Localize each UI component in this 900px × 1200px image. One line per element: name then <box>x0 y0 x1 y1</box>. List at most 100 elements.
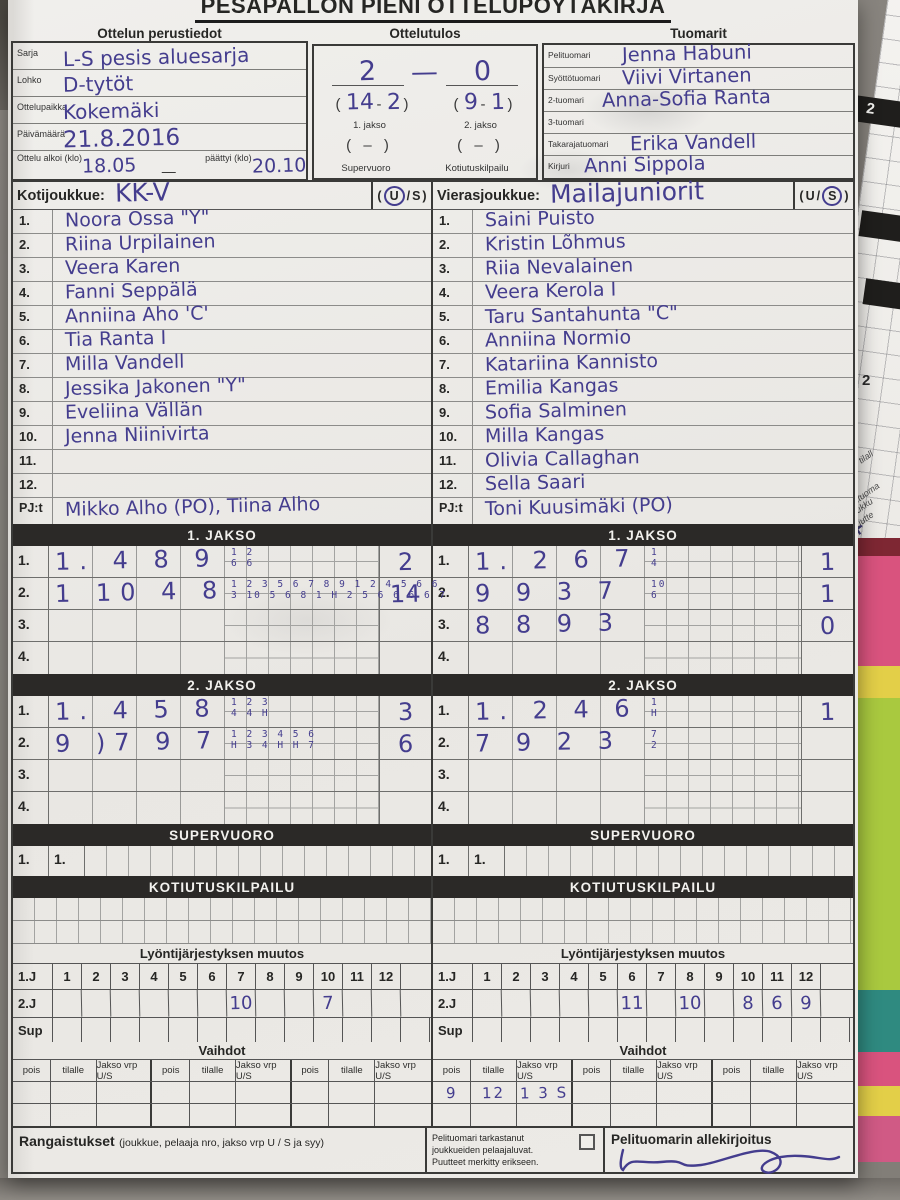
umpire-row: 2-tuomari Anna-Sofia Ranta <box>544 85 853 112</box>
player-row: 10. Jenna Niinivirta <box>13 422 431 450</box>
result-section: Ottelutulos 2 — 0 (14-2) (9-1) 1. jakso … <box>312 26 538 180</box>
substitutions-row <box>433 1104 853 1126</box>
handwritten-paattyi: 20.10 <box>251 154 307 178</box>
handwritten-score-sequence: 1. 2 4 6 <box>474 694 639 726</box>
handwritten-player-name: Jenna Niinivirta <box>64 422 210 448</box>
umpire-row: Kirjuri Anni Sippola <box>548 151 706 178</box>
handwritten-alkoi: 18.05 <box>81 154 137 178</box>
kotiutuskilpailu-bar: KOTIUTUSKILPAILU <box>13 876 431 898</box>
umpire-row: 3-tuomari <box>544 112 853 134</box>
home-batting-change-table: Lyöntijärjestyksen muutos 1.J 1 2 3 4 5 6 7 8 9 10… <box>11 944 433 1042</box>
field-sarja: Sarja L-S pesis aluesarja <box>13 43 306 71</box>
score-row: 4. <box>433 642 853 674</box>
umpire-row: Syöttötuomari Viivi Virtanen <box>544 63 853 90</box>
background-table-surface <box>0 1178 900 1200</box>
jakso1-bar: 1. JAKSO <box>13 524 431 546</box>
substitutions-row <box>13 1082 431 1104</box>
player-row: 2. Riina Urpilainen <box>13 230 431 258</box>
player-row: 11. Olivia Callaghan <box>433 446 853 474</box>
away-batting-change-table: Lyöntijärjestyksen muutos 1.J 1 2 3 4 5 6 7 8 9 10… <box>433 944 855 1042</box>
super-empty-score: ( – ) <box>346 137 393 154</box>
substitutions-title: Vaihdot <box>433 1042 853 1060</box>
player-row: 6. Anniina Normio <box>433 326 853 354</box>
batting-change-header: 1.J 1 2 3 4 5 6 7 8 9 10 11 12 <box>13 964 431 990</box>
player-row: 7. Milla Vandell <box>13 350 431 378</box>
jakso2-bar: 2. JAKSO <box>433 674 853 696</box>
handwritten-player-name: Olivia Callaghan <box>484 446 640 472</box>
handwritten-run-total: 0 <box>819 611 836 640</box>
handwritten-player-name: Sella Saari <box>484 470 586 496</box>
away-supervuoro-section: SUPERVUORO 1. 1. <box>433 824 855 876</box>
handwritten-player-name: Veera Karen <box>64 254 181 280</box>
p2-home: 9 <box>463 89 478 116</box>
handwritten-score-sequence: 1. 4 5 8 <box>54 694 219 726</box>
final-score: 2 — 0 <box>314 46 536 89</box>
handwritten-player-name: Milla Vandell <box>64 350 185 376</box>
umpires-heading: Tuomarit <box>670 26 727 41</box>
umpire-row: Pelituomari Jenna Habuni <box>544 41 853 68</box>
player-row: 8. Jessika Jakonen "Y" <box>13 374 431 402</box>
score-row: 4. <box>13 792 431 824</box>
handwritten-player-name: Noora Ossa "Y" <box>64 206 210 232</box>
player-row: 3. Riia Nevalainen <box>433 254 853 282</box>
player-row: 9. Eveliina Vällän <box>13 398 431 426</box>
substitutions-row: 9 12 1 3 S <box>433 1082 853 1104</box>
handwritten-player-name: Saini Puisto <box>484 206 596 232</box>
away-team-header: Vierasjoukkue: Mailajuniorit (U / S) <box>433 176 855 210</box>
score-row: 4. <box>433 792 853 824</box>
field-paivamaara: Päivämäärä 21.8.2016 <box>13 124 306 153</box>
handwritten-coach-names: Toni Kuusimäki (PO) <box>484 493 674 521</box>
umpires-section: Tuomarit Pelituomari Jenna Habuni Syöttöt… <box>542 26 855 180</box>
jakso1-bar: 1. JAKSO <box>433 524 853 546</box>
roster-checked-box: Pelituomari tarkastanut joukkueiden pela… <box>427 1128 605 1172</box>
handwritten-score-sequence: 9 )7 9 7 <box>54 726 221 758</box>
period-scores: (14-2) (9-1) <box>335 89 515 116</box>
p2-label: 2. jakso <box>464 120 497 131</box>
away-player-list: 1. Saini Puisto 2. Kristin Lõhmus 3. Riia N… <box>433 206 855 524</box>
score-row: 3. <box>433 760 853 792</box>
form-title: PESÄPALLON PIENI OTTELUPÖYTÄKIRJA <box>8 0 858 26</box>
score-row: 3. <box>13 610 431 642</box>
away-coaches-row: PJ:t Toni Kuusimäki (PO) <box>433 494 853 524</box>
umpire-signature <box>619 1148 841 1174</box>
handwritten-run-total: 6 <box>397 729 414 758</box>
batting-change-row-sup: Sup <box>433 1018 853 1042</box>
handwritten-run-total: 2 <box>397 547 414 576</box>
handwritten-player-name: Riina Urpilainen <box>64 230 216 256</box>
kotiutuskilpailu-bar: KOTIUTUSKILPAILU <box>433 876 853 898</box>
handwritten-player-name: Anniina Normio <box>484 326 632 352</box>
handwritten-player-name: Jessika Jakonen "Y" <box>64 373 247 401</box>
supervuoro-bar: SUPERVUORO <box>433 824 853 846</box>
player-row: 9. Sofia Salminen <box>433 398 853 426</box>
handwritten-player-name: Eveliina Vällän <box>64 398 204 424</box>
player-row: 5. Anniina Aho 'C' <box>13 302 431 330</box>
player-row: 2. Kristin Lõhmus <box>433 230 853 258</box>
handwritten-sub-in: 12 <box>481 1083 506 1102</box>
handwritten-lohko: D-tytöt <box>62 71 134 97</box>
player-row: 4. Veera Kerola I <box>433 278 853 306</box>
field-lohko: Lohko D-tytöt <box>13 70 306 97</box>
home-supervuoro-section: SUPERVUORO 1. 1. <box>11 824 433 876</box>
final-dash: — <box>411 56 439 89</box>
player-row: 7. Katariina Kannisto <box>433 350 853 378</box>
handwritten-coach-names: Mikko Alho (PO), Tiina Alho <box>64 493 321 521</box>
batting-change-row-2j: 2.J 11 10 8 6 9 <box>433 989 853 1018</box>
batting-change-header: 1.J 1 2 3 4 5 6 7 8 9 10 11 12 <box>433 964 853 990</box>
handwritten-player-name: Emilia Kangas <box>484 374 619 400</box>
handwritten-run-total: 1 <box>819 547 836 576</box>
handwritten-score-sequence: 8 8 9 3 <box>474 608 623 640</box>
score-row: 3. <box>13 760 431 792</box>
field-ottelupaikka: Ottelupaikka Kokemäki <box>13 97 306 124</box>
final-home-score: 2 <box>358 55 377 88</box>
handwritten-umpire-name: Anna-Sofia Ranta <box>601 84 772 112</box>
handwritten-score-sequence: 1. 2 6 7 <box>474 544 639 576</box>
away-kotiutuskilpailu-section: KOTIUTUSKILPAILU <box>433 876 855 944</box>
handwritten-player-name: Veera Kerola I <box>484 278 617 304</box>
